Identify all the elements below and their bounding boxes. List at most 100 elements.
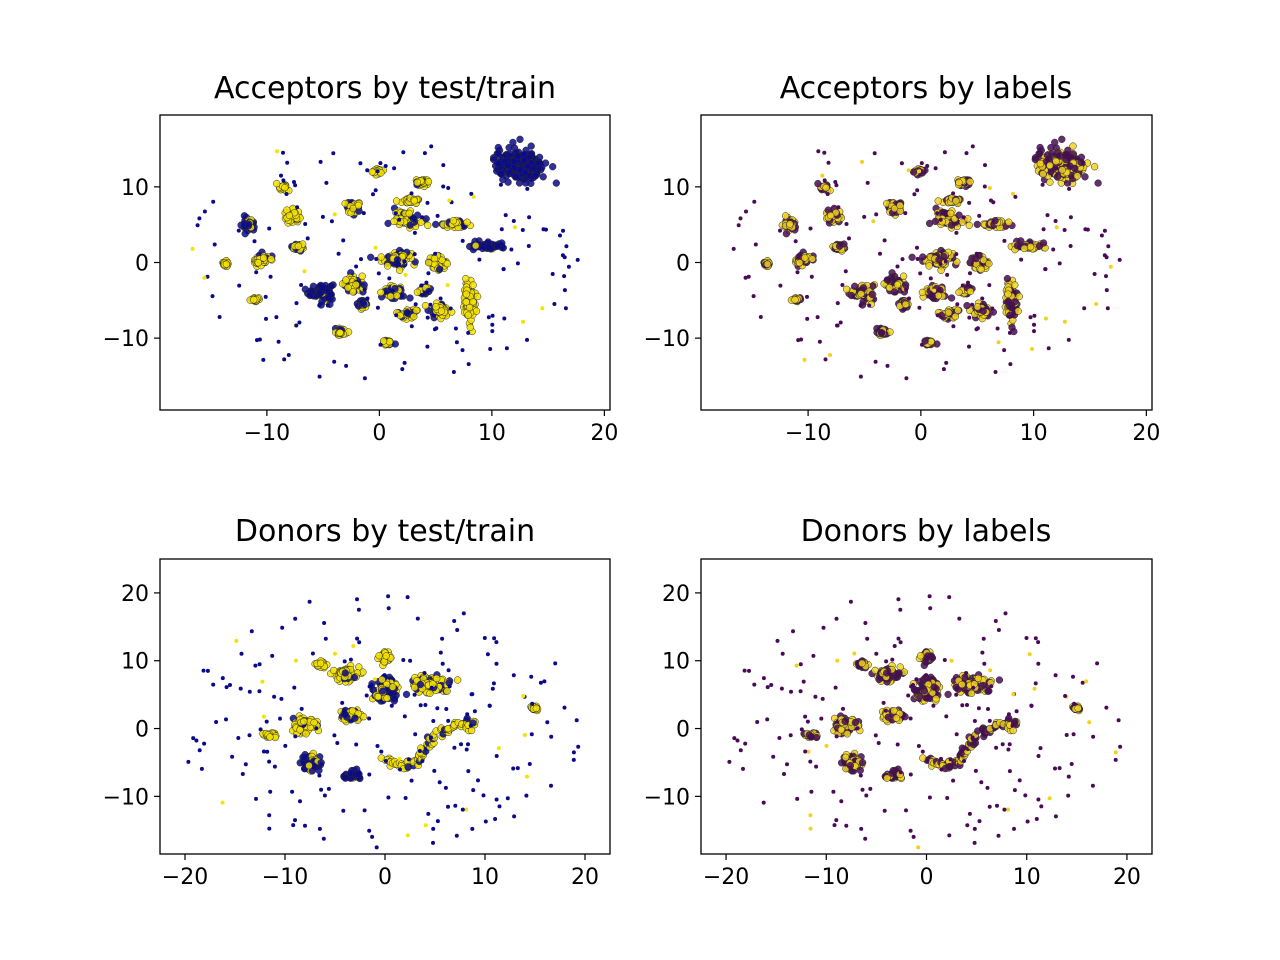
data-point (195, 223, 200, 228)
data-point (236, 228, 241, 233)
data-point (494, 661, 499, 666)
data-point (732, 736, 737, 741)
data-point (925, 164, 930, 168)
data-point (1053, 814, 1058, 819)
panel-title: Acceptors by labels (780, 71, 1073, 106)
data-point (822, 150, 827, 155)
data-point (959, 749, 964, 753)
data-point (1054, 166, 1059, 171)
data-point (510, 157, 518, 165)
data-point (487, 703, 492, 708)
data-point (453, 326, 458, 331)
data-point (241, 230, 249, 238)
data-point (521, 694, 526, 698)
x-tick-label: 10 (1013, 865, 1041, 890)
data-point (1064, 733, 1069, 737)
data-point (268, 274, 273, 279)
data-point (276, 339, 281, 344)
data-point (1000, 742, 1005, 747)
data-point (327, 290, 335, 299)
y-tick-label: 20 (662, 582, 690, 607)
data-point (197, 216, 202, 221)
data-point (531, 172, 540, 180)
data-point (1102, 228, 1107, 233)
data-point (317, 303, 322, 308)
data-point (933, 166, 938, 171)
data-point (816, 149, 821, 154)
data-point (859, 826, 864, 831)
data-point (257, 662, 262, 667)
data-point (466, 769, 471, 774)
data-point (822, 184, 830, 192)
data-point (916, 744, 921, 748)
data-point (985, 785, 990, 790)
data-point (422, 151, 427, 156)
data-point (378, 675, 386, 684)
data-point (403, 272, 408, 277)
data-point (268, 789, 273, 794)
data-point (435, 265, 444, 274)
data-point (916, 652, 925, 660)
data-point (267, 759, 272, 764)
data-point (868, 786, 873, 791)
data-point (980, 296, 985, 301)
data-point (884, 713, 892, 721)
y-tick-label: 10 (662, 176, 690, 201)
data-point (498, 182, 503, 187)
data-point (264, 719, 269, 724)
data-point (342, 276, 350, 284)
data-point (493, 817, 498, 821)
data-point (945, 272, 950, 277)
data-point (446, 668, 451, 673)
data-point (485, 243, 493, 251)
data-point (319, 787, 324, 792)
data-point (279, 173, 283, 178)
data-point (374, 845, 379, 850)
data-point (996, 628, 1001, 632)
data-point (1116, 718, 1121, 723)
data-point (1011, 692, 1016, 697)
data-point (813, 694, 818, 699)
data-point (990, 306, 995, 311)
data-point (1046, 161, 1054, 170)
data-point (1090, 783, 1095, 788)
data-point (284, 192, 289, 196)
data-point (1023, 793, 1028, 798)
data-point (549, 163, 557, 171)
data-point (447, 198, 452, 203)
data-point (562, 274, 567, 279)
data-point (210, 294, 215, 299)
data-point (367, 828, 372, 833)
data-point (820, 173, 825, 178)
data-point (808, 255, 816, 263)
data-point (917, 169, 922, 174)
data-point (454, 676, 462, 684)
data-point (344, 363, 349, 368)
data-point (805, 294, 809, 299)
data-point (317, 758, 325, 767)
data-point (492, 636, 497, 641)
data-point (354, 264, 359, 269)
data-point (460, 238, 465, 243)
data-point (1058, 135, 1066, 143)
data-point (255, 338, 259, 343)
data-point (925, 262, 933, 270)
data-point (297, 320, 302, 325)
data-point (471, 194, 476, 199)
data-point (966, 259, 974, 267)
data-point (974, 251, 979, 256)
data-point (874, 651, 879, 656)
data-point (201, 668, 206, 673)
data-point (974, 327, 979, 332)
data-point (351, 644, 356, 648)
data-point (892, 714, 901, 722)
data-point (1029, 703, 1034, 708)
x-tick-label: 20 (1132, 421, 1160, 446)
data-point (314, 726, 319, 731)
data-point (332, 212, 337, 217)
data-point (341, 669, 349, 677)
data-point (527, 142, 535, 150)
data-point (1007, 330, 1012, 335)
data-point (808, 226, 813, 231)
data-point (250, 296, 258, 304)
